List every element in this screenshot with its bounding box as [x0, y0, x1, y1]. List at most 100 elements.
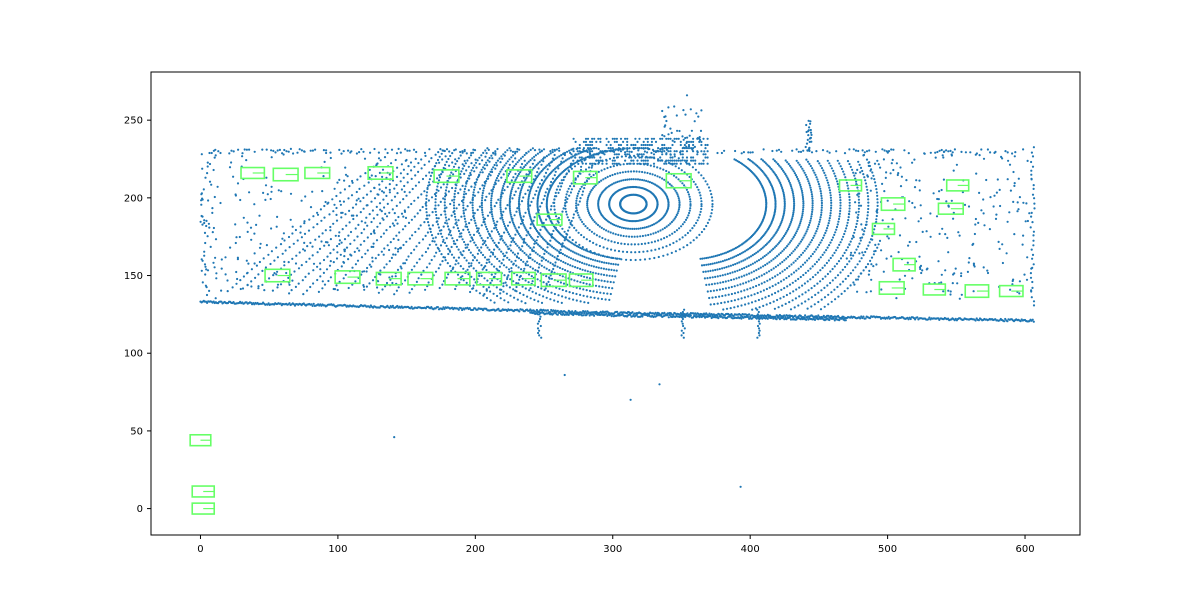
scatter-point — [802, 197, 805, 201]
scatter-point — [366, 249, 369, 252]
scatter-point — [423, 221, 426, 224]
scatter-point — [279, 243, 283, 246]
scatter-point — [515, 264, 518, 267]
scatter-point — [427, 181, 431, 184]
scatter-point — [502, 210, 505, 213]
scatter-point — [508, 247, 511, 250]
scatter-point — [461, 150, 464, 153]
scatter-point — [485, 161, 488, 164]
scatter-point — [513, 193, 516, 197]
scatter-point — [558, 287, 561, 290]
scatter-point — [680, 316, 684, 319]
scatter-point — [624, 178, 627, 181]
scatter-point — [519, 248, 522, 251]
scatter-point — [792, 213, 795, 216]
scatter-point — [839, 201, 842, 204]
scatter-point — [572, 159, 575, 162]
scatter-point — [736, 262, 739, 265]
scatter-point — [639, 227, 642, 230]
scatter-point — [859, 317, 862, 320]
scatter-point — [725, 266, 728, 269]
scatter-point — [868, 149, 871, 152]
scatter-point — [472, 233, 476, 236]
scatter-point — [587, 211, 591, 215]
scatter-point — [669, 222, 672, 225]
scatter-point — [538, 172, 541, 175]
scatter-point — [767, 165, 770, 168]
scatter-point — [809, 186, 812, 189]
scatter-point — [584, 249, 587, 252]
scatter-point — [703, 277, 707, 280]
scatter-point — [512, 288, 515, 291]
scatter-point — [578, 200, 581, 203]
scatter-point — [856, 186, 859, 189]
scatter-point — [831, 236, 835, 239]
scatter-point — [289, 147, 292, 150]
scatter-point — [472, 214, 475, 217]
scatter-point — [701, 257, 704, 260]
scatter-point — [634, 251, 637, 254]
scatter-point — [867, 244, 870, 247]
scatter-point — [558, 182, 562, 185]
scatter-point — [814, 173, 817, 176]
scatter-point — [390, 148, 394, 151]
scatter-point — [482, 166, 485, 169]
scatter-point — [567, 256, 571, 259]
scatter-point — [544, 171, 548, 174]
scatter-point — [351, 181, 354, 184]
scatter-point — [354, 263, 357, 266]
scatter-point — [749, 151, 752, 154]
scatter-point — [243, 148, 246, 151]
scatter-point — [489, 299, 492, 302]
scatter-point — [742, 259, 745, 262]
scatter-point — [340, 216, 343, 219]
scatter-point — [478, 292, 481, 295]
scatter-point — [508, 197, 511, 201]
scatter-point — [676, 212, 679, 215]
scatter-point — [795, 246, 798, 249]
scatter-point — [582, 294, 585, 297]
scatter-point — [529, 246, 532, 249]
scatter-point — [781, 236, 785, 239]
scatter-point — [710, 196, 714, 199]
scatter-point — [502, 282, 505, 285]
scatter-point — [567, 169, 570, 172]
scatter-point — [512, 262, 515, 265]
scatter-point — [511, 221, 515, 224]
scatter-point — [427, 247, 430, 250]
scatter-point — [452, 256, 456, 259]
scatter-point — [683, 184, 686, 187]
scatter-point — [591, 252, 595, 255]
scatter-point — [338, 231, 341, 234]
scatter-point — [471, 166, 475, 169]
scatter-point — [472, 284, 475, 287]
scatter-point — [554, 157, 557, 160]
scatter-point — [586, 198, 589, 201]
scatter-point — [471, 254, 474, 257]
scatter-point — [511, 197, 514, 200]
scatter-point — [652, 182, 655, 185]
scatter-point — [447, 247, 450, 250]
scatter-point — [805, 158, 808, 161]
scatter-point — [535, 242, 538, 245]
scatter-point — [481, 239, 485, 242]
scatter-point — [521, 285, 524, 288]
scatter-point — [484, 149, 487, 152]
scatter-point — [203, 250, 206, 253]
scatter-point — [483, 167, 486, 170]
scatter-point — [733, 158, 736, 161]
scatter-point — [692, 180, 695, 183]
scatter-point — [318, 247, 322, 250]
scatter-point — [445, 148, 449, 151]
scatter-point — [609, 174, 612, 177]
scatter-point — [588, 240, 592, 243]
scatter-point — [774, 315, 777, 319]
scatter-point — [473, 256, 476, 259]
scatter-point — [833, 233, 836, 236]
scatter-point — [732, 314, 735, 318]
scatter-point — [212, 261, 215, 264]
scatter-point — [610, 268, 613, 271]
scatter-point — [746, 315, 750, 319]
scatter-point — [527, 210, 531, 213]
scatter-point — [560, 185, 563, 188]
